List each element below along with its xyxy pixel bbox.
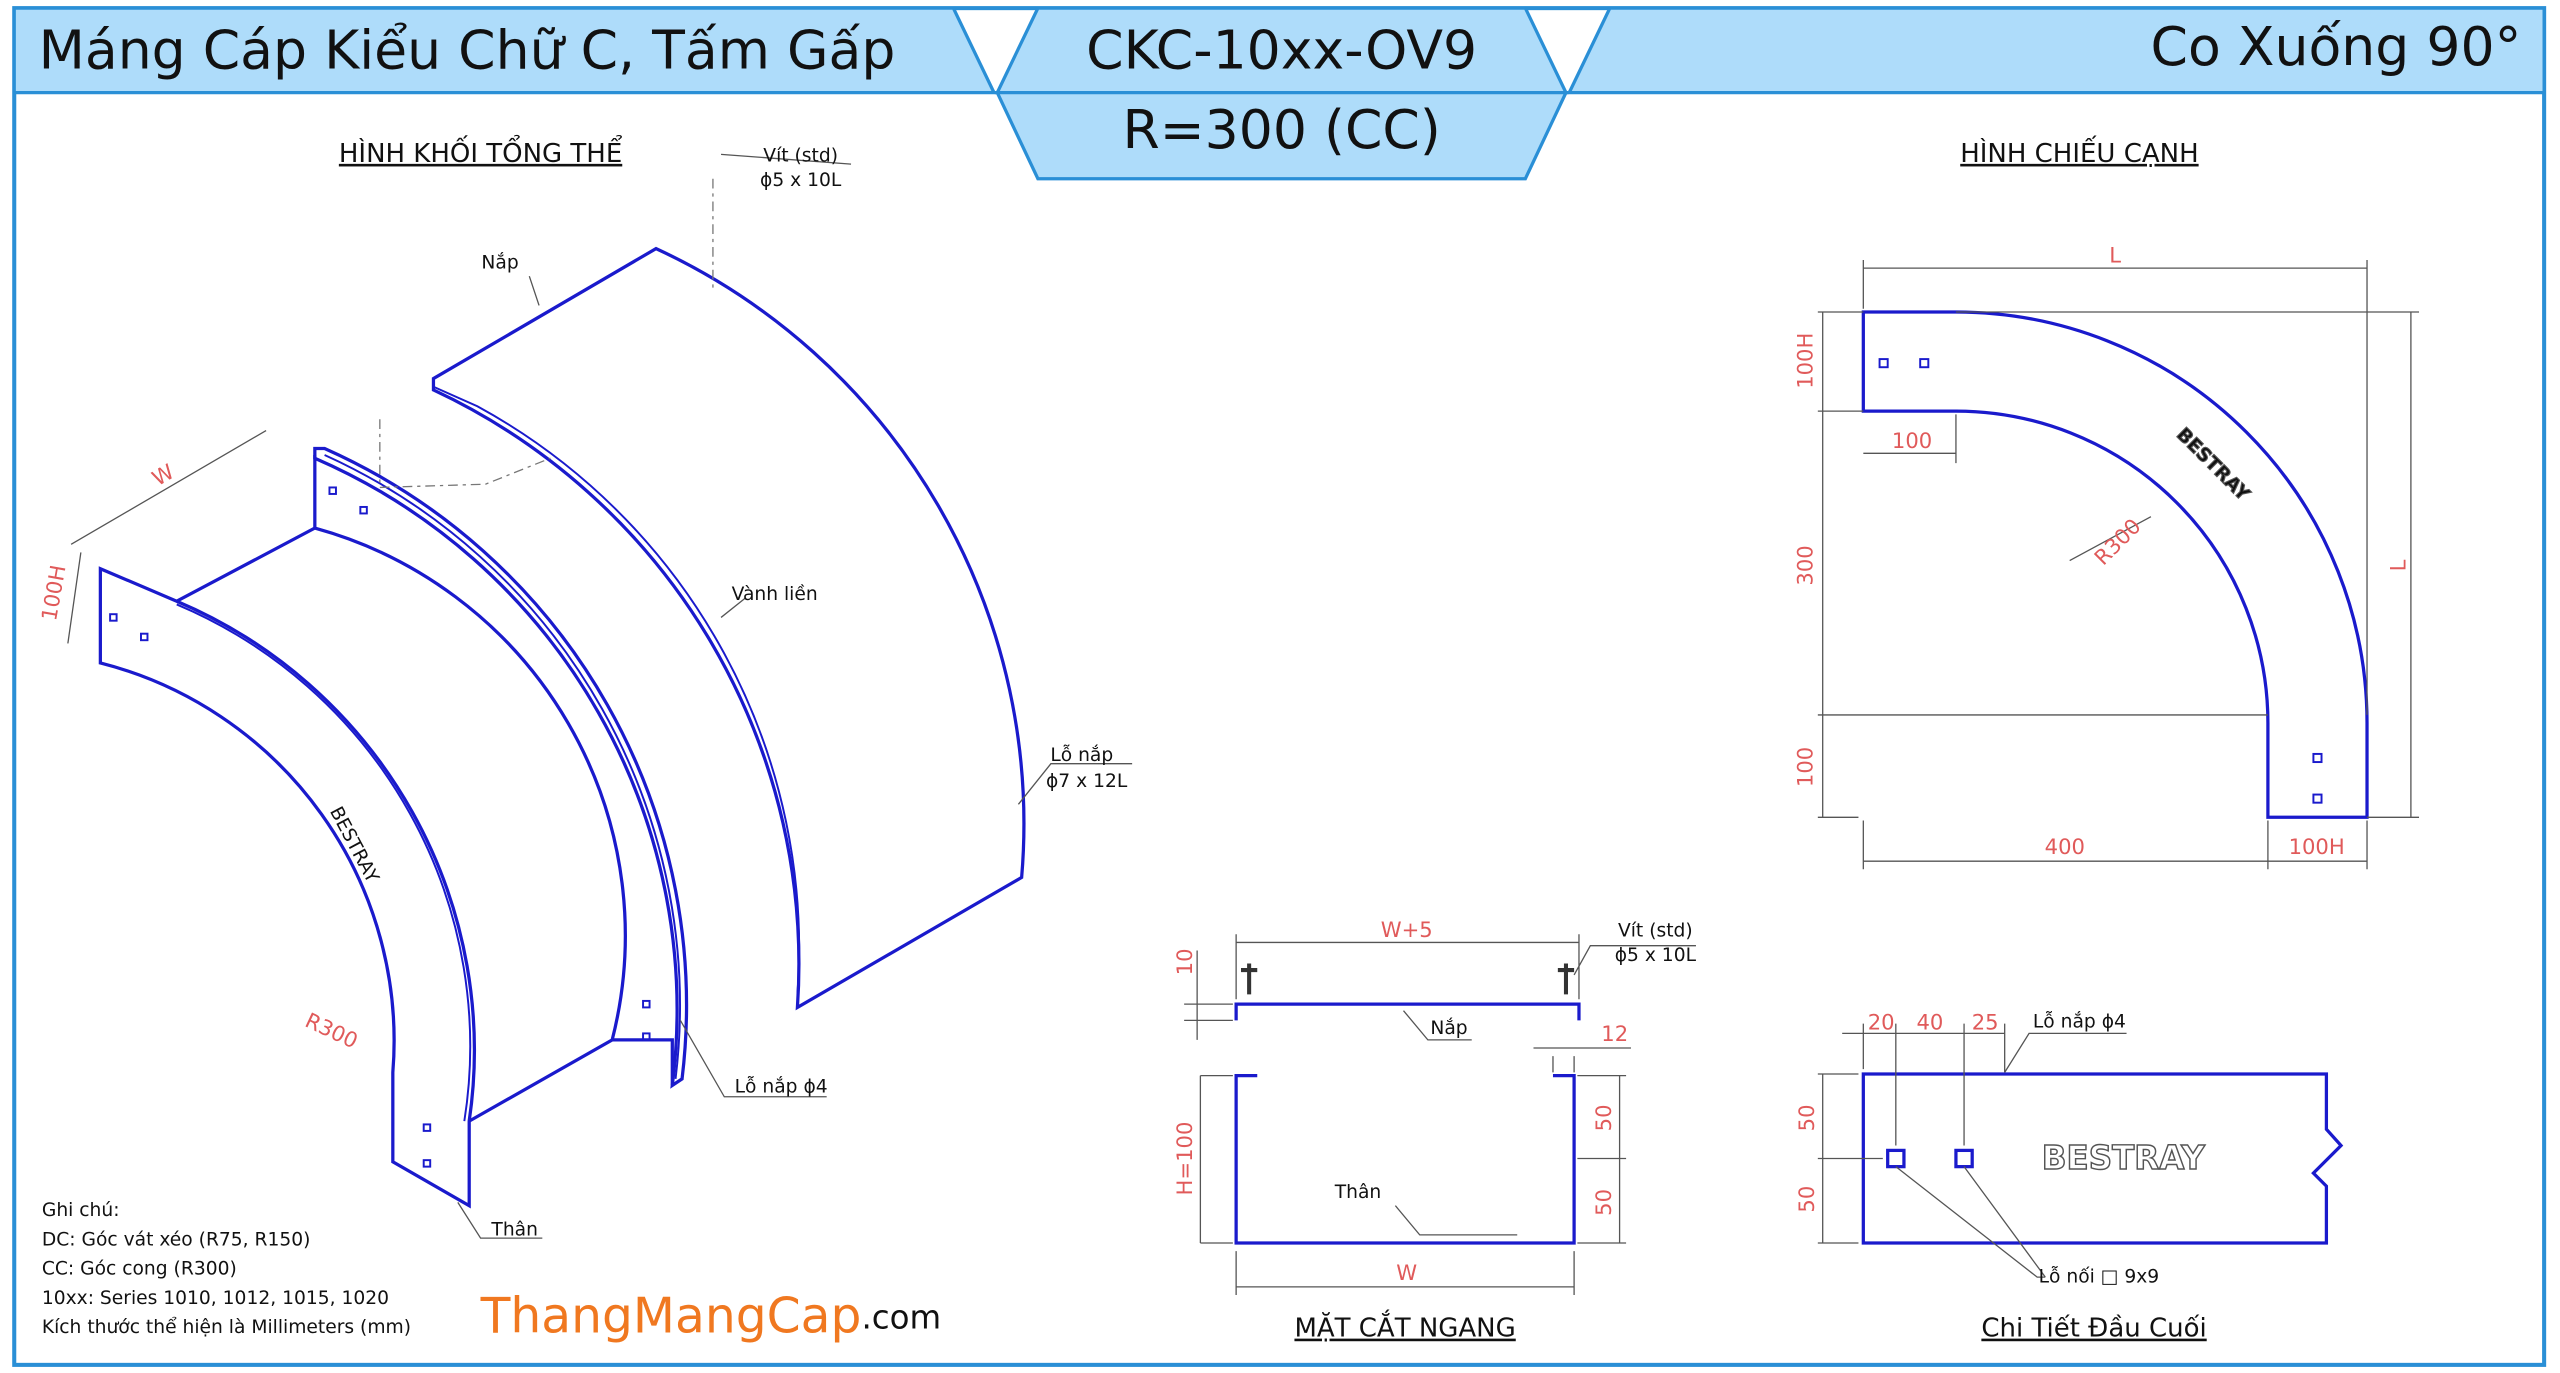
dimension: 300 — [1792, 545, 1817, 585]
fitting-name: Co Xuống 90° — [2151, 15, 2522, 78]
label: Thân — [490, 1220, 538, 1241]
dimension: W+5 — [1381, 917, 1433, 942]
iso-view: HÌNH KHỐI TỔNG THỂ Vít (std) ϕ5 x 10L Nắ… — [36, 134, 1133, 1241]
label: Nắp — [1430, 1016, 1467, 1039]
body-profile — [1234, 1074, 1576, 1245]
view-title: HÌNH KHỐI TỔNG THỂ — [339, 134, 623, 169]
cover-edge — [433, 385, 801, 995]
dimension: 100 — [1892, 428, 1932, 453]
hole — [1919, 358, 1930, 369]
leaders — [67, 153, 1133, 1239]
side-profile — [1861, 310, 2369, 819]
dimension: 100 — [1792, 747, 1817, 787]
label: Nắp — [481, 251, 518, 274]
label: Lỗ nối □ 9x9 — [2039, 1265, 2160, 1288]
view-title: MẶT CẮT NGANG — [1294, 1309, 1515, 1344]
note: DC: Góc vát xéo (R75, R150) — [42, 1229, 311, 1250]
dimension: 100H — [1792, 333, 1817, 389]
label: Lỗ nắp ϕ4 — [735, 1075, 828, 1098]
product-name: Máng Cáp Kiểu Chữ C, Tấm Gấp — [39, 18, 896, 81]
note: 10xx: Series 1010, 1012, 1015, 1020 — [42, 1288, 389, 1309]
hole — [2312, 793, 2323, 804]
logo-name: ThangMangCap — [480, 1288, 862, 1344]
dimension: 400 — [2045, 834, 2085, 859]
dimension: 50 — [1591, 1104, 1616, 1131]
label: ϕ5 x 10L — [760, 170, 842, 191]
flange — [313, 446, 689, 1089]
dimension-lines — [1184, 934, 1696, 1296]
tray-body — [175, 454, 674, 1123]
dimension: 25 — [1972, 1010, 1999, 1035]
side-panel-lip — [176, 603, 472, 1122]
dimension: 50 — [1591, 1189, 1616, 1216]
view-title: Chi Tiết Đầu Cuối — [1981, 1314, 2206, 1344]
logo-suffix: .com — [861, 1298, 941, 1336]
product-code: CKC-10xx-OV9 — [1086, 18, 1477, 81]
dimension: 100H — [2289, 834, 2345, 859]
hole — [140, 632, 149, 642]
note: Kích thước thể hiện là Millimeters (mm) — [42, 1316, 411, 1338]
cross-section: MẶT CẮT NGANG W+5 Vít (std) ϕ5 x 10L 10 … — [1172, 917, 1697, 1344]
header-left-box — [12, 6, 997, 95]
label: Vít (std) — [763, 145, 838, 166]
notes-heading: Ghi chú: — [42, 1200, 120, 1221]
label: ϕ5 x 10L — [1615, 945, 1697, 966]
dimension: W — [1396, 1260, 1417, 1285]
dimension: 10 — [1172, 948, 1197, 975]
header-right-box — [1566, 6, 2546, 95]
label: Vít (std) — [1618, 921, 1693, 942]
screws — [1241, 963, 1575, 995]
side-panel — [98, 566, 477, 1209]
dimension: L — [2386, 559, 2411, 571]
product-radius: R=300 (CC) — [1123, 98, 1441, 161]
label: Lỗ nắp — [1050, 743, 1113, 766]
dimension: 12 — [1601, 1021, 1628, 1046]
label: ϕ7 x 12L — [1046, 771, 1128, 792]
dimension-lines — [1817, 259, 2420, 870]
note: CC: Góc cong (R300) — [42, 1259, 237, 1280]
header-radius-box — [994, 90, 1569, 181]
hole — [642, 1032, 651, 1041]
dimension: 40 — [1917, 1010, 1944, 1035]
hole — [359, 505, 368, 515]
label: Vành liền — [732, 583, 818, 605]
view-title: HÌNH CHIẾU CẠNH — [1960, 134, 2198, 169]
end-detail: Chi Tiết Đầu Cuối 20 40 25 Lỗ nắp ϕ4 50 … — [1794, 1010, 2344, 1344]
label: Lỗ nắp ϕ4 — [2033, 1010, 2126, 1033]
center-lines — [379, 178, 714, 489]
end-plate — [1861, 1072, 2344, 1245]
dimension: 50 — [1794, 1186, 1819, 1213]
flange-edge — [324, 454, 681, 1080]
dimension: 50 — [1794, 1104, 1819, 1131]
hole — [2312, 752, 2323, 764]
hole — [109, 613, 118, 622]
logo: ThangMangCap.com — [480, 1288, 942, 1344]
notes: Ghi chú: DC: Góc vát xéo (R75, R150) CC:… — [42, 1200, 411, 1338]
label: Thân — [1334, 1182, 1382, 1203]
dimension: 20 — [1868, 1010, 1895, 1035]
hole — [422, 1159, 432, 1168]
cover — [431, 246, 1026, 1011]
dimension: L — [2109, 243, 2121, 268]
cover-profile — [1234, 1002, 1581, 1021]
sheet-border — [12, 6, 2547, 1367]
hole — [642, 999, 651, 1009]
dimension-lines — [1817, 1023, 2127, 1278]
dimension: H=100 — [1172, 1122, 1197, 1196]
hole — [422, 1123, 432, 1132]
brand-mark: BESTRAY — [2042, 1139, 2206, 1177]
hole — [1878, 358, 1889, 369]
hole — [328, 486, 337, 495]
